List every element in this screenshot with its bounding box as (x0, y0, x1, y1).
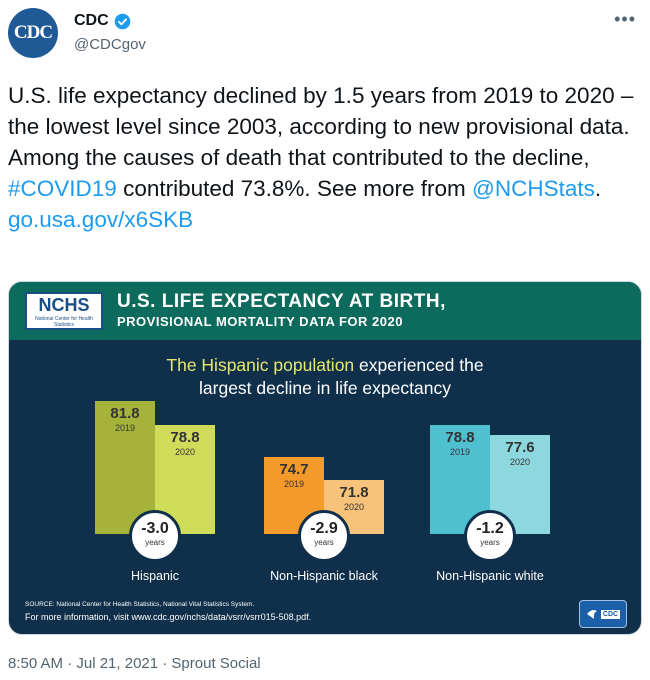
infographic-card[interactable]: NCHS National Center for Health Statisti… (8, 281, 642, 635)
headline-rest: experienced the (354, 355, 484, 375)
headline-highlight: The Hispanic population (166, 355, 355, 375)
change-value: -1.2 (476, 520, 504, 537)
account-name-row[interactable]: CDC (74, 12, 131, 30)
cdc-logo-text: CDC (600, 609, 621, 619)
tweet-text-part3: . (594, 176, 602, 201)
change-badge: -2.9 years (298, 510, 350, 562)
bar-year-label: 2019 (114, 423, 136, 433)
avatar[interactable]: CDC (8, 8, 58, 58)
group-label: Hispanic (131, 569, 179, 583)
bar-value-label: 81.8 (110, 405, 140, 422)
change-badge: -3.0 years (129, 510, 181, 562)
change-value: -2.9 (310, 520, 338, 537)
tweet-text: U.S. life expectancy declined by 1.5 yea… (8, 80, 638, 235)
card-headline: The Hispanic population experienced the … (9, 354, 641, 400)
bar-year-label: 2020 (509, 457, 531, 467)
group-label: Non-Hispanic white (436, 569, 544, 583)
bar-year-label: 2020 (343, 502, 365, 512)
bar-year-label: 2019 (449, 447, 471, 457)
source-note: SOURCE: National Center for Health Stati… (25, 601, 255, 608)
bar-value-label: 71.8 (339, 484, 369, 501)
card-header: NCHS National Center for Health Statisti… (9, 282, 641, 340)
tweet-timestamp[interactable]: 8:50 AM · Jul 21, 2021 · Sprout Social (8, 655, 261, 672)
card-title-line1: U.S. LIFE EXPECTANCY AT BIRTH, (117, 291, 446, 312)
bar-value-label: 74.7 (279, 461, 309, 478)
account-name[interactable]: CDC (74, 12, 109, 29)
nchs-logo: NCHS National Center for Health Statisti… (25, 292, 103, 330)
tweet-text-part2: contributed 73.8%. See more from (116, 176, 472, 201)
headline-line2: largest decline in life expectancy (199, 378, 451, 398)
hhs-eagle-icon (586, 610, 597, 619)
more-info-note: For more information, visit www.cdc.gov/… (25, 612, 312, 622)
tweet-text-part1: U.S. life expectancy declined by 1.5 yea… (8, 83, 634, 170)
change-unit: years (145, 538, 165, 547)
change-value: -3.0 (141, 520, 169, 537)
change-badge: -1.2 years (464, 510, 516, 562)
verified-badge-icon (114, 13, 130, 29)
card-title-line2: PROVISIONAL MORTALITY DATA FOR 2020 (117, 314, 403, 329)
cdc-logo: CDC (579, 600, 627, 628)
change-unit: years (480, 538, 500, 547)
nchs-logo-text: NCHS (38, 295, 90, 315)
bar-value-label: 78.8 (170, 429, 200, 446)
hashtag-link[interactable]: #COVID19 (8, 176, 117, 201)
change-unit: years (314, 538, 334, 547)
url-link[interactable]: go.usa.gov/x6SKB (8, 207, 194, 232)
bar-year-label: 2019 (283, 479, 305, 489)
bar-value-label: 77.6 (505, 439, 535, 456)
bar-year-label: 2020 (174, 447, 196, 457)
bar-2019-hispanic: 81.8 2019 (95, 401, 155, 534)
avatar-monogram: CDC (13, 22, 53, 43)
bar-value-label: 78.8 (445, 429, 475, 446)
tweet-header: CDC CDC @CDCgov ••• (8, 8, 642, 64)
mention-link[interactable]: @NCHStats (472, 176, 595, 201)
group-label: Non-Hispanic black (270, 569, 378, 583)
account-handle[interactable]: @CDCgov (74, 36, 146, 53)
more-options-icon[interactable]: ••• (614, 9, 636, 29)
nchs-logo-subtext: National Center for Health Statistics (35, 316, 93, 328)
